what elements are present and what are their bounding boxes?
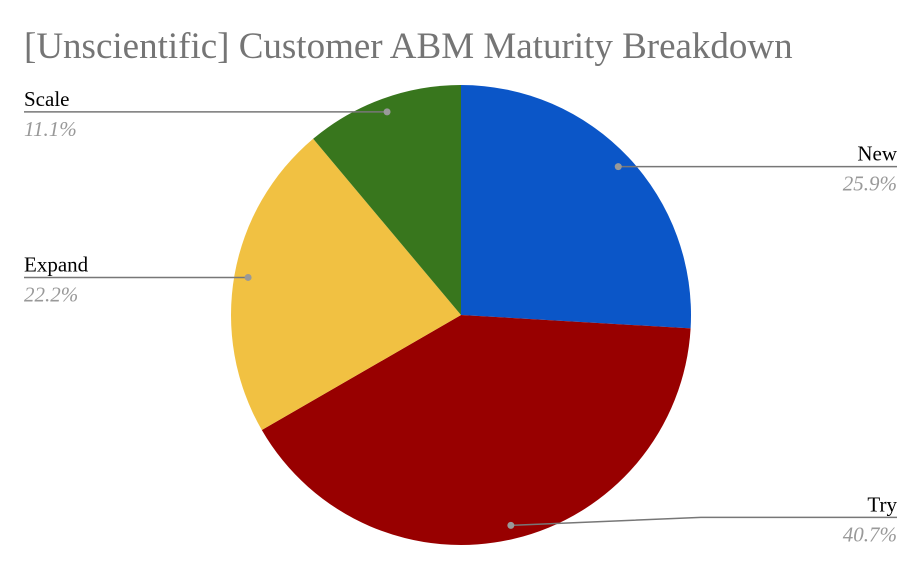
slice-label: New xyxy=(857,142,897,166)
slice-label: Try xyxy=(867,492,897,516)
leader-dot xyxy=(244,273,252,281)
chart-title: [Unscientific] Customer ABM Maturity Bre… xyxy=(24,26,793,67)
pie-slice xyxy=(261,315,691,545)
leader-dot xyxy=(507,521,515,529)
leader-dot xyxy=(383,108,391,116)
slice-value-label: 22.2% xyxy=(24,282,78,306)
slice-value-label: 11.1% xyxy=(24,117,77,141)
slice-value-label: 40.7% xyxy=(843,522,897,546)
leader-line xyxy=(510,516,897,527)
slice-label: Expand xyxy=(24,252,89,276)
slice-value-label: 25.9% xyxy=(843,172,897,196)
pie-slice xyxy=(230,138,461,430)
slice-label: Scale xyxy=(24,87,69,111)
pie-slice xyxy=(461,85,692,329)
pie-slice xyxy=(313,85,461,315)
leader-dot xyxy=(614,163,622,171)
